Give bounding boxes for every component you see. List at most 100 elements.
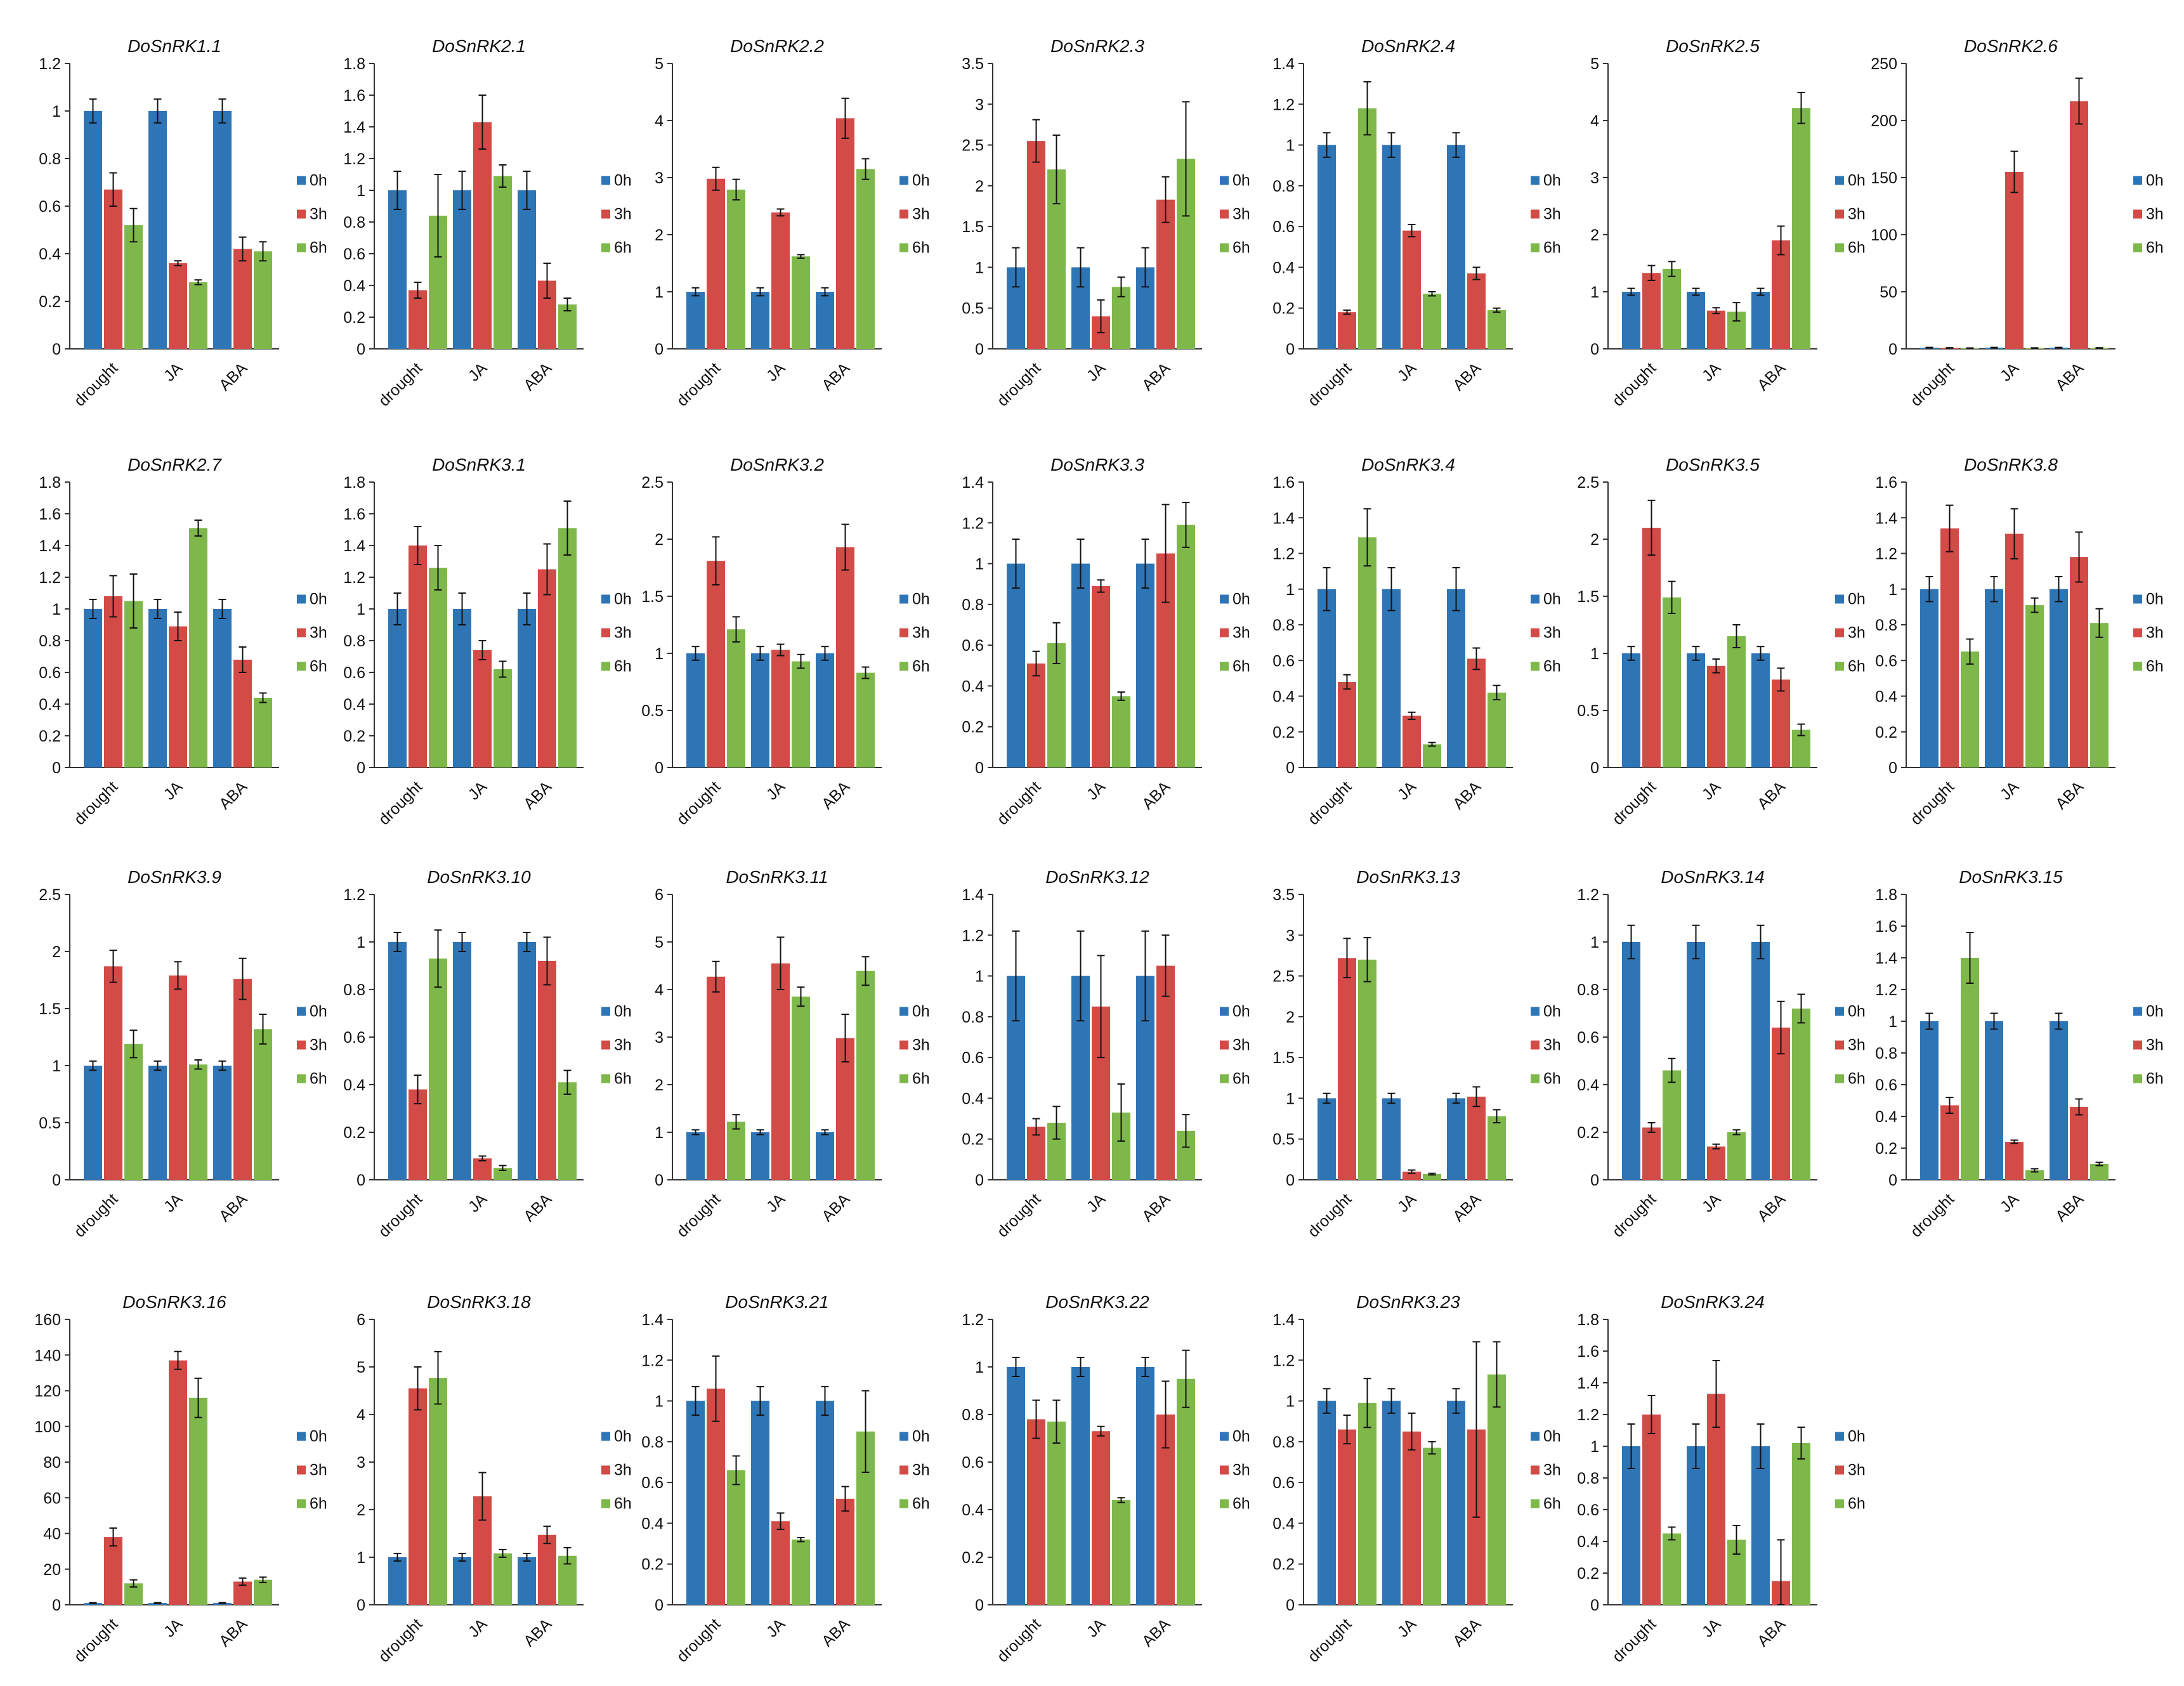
y-tick-label: 0: [1590, 1172, 1599, 1189]
category-label: ABA: [1449, 778, 1484, 813]
category-label: drought: [70, 359, 121, 410]
bar-6h-drought: [1663, 269, 1681, 349]
bar-6h-aba: [856, 970, 875, 1180]
bar-3h-drought: [104, 966, 122, 1180]
legend-swatch-3h: [1531, 209, 1540, 219]
bar-0h-drought: [84, 1066, 102, 1180]
category-label: JA: [1083, 778, 1109, 804]
legend-swatch-3h: [1835, 1465, 1844, 1475]
y-tick-label: 0.8: [962, 1009, 984, 1026]
legend-label: 0h: [912, 1428, 930, 1446]
y-tick-label: 0.8: [1272, 617, 1295, 634]
y-tick-label: 50: [1880, 284, 1897, 301]
bar-6h-drought: [727, 629, 745, 768]
y-tick-label: 0: [655, 341, 664, 358]
bar-3h-drought: [1027, 1127, 1045, 1180]
legend-label: 6h: [1848, 1495, 1866, 1513]
y-tick-label: 1: [1590, 1438, 1599, 1456]
y-tick-label: 0.4: [343, 1076, 365, 1094]
y-tick-label: 3.5: [962, 55, 984, 73]
y-tick-label: 0.5: [1577, 702, 1599, 720]
legend-swatch-3h: [1835, 209, 1844, 219]
category-label: drought: [1609, 359, 1659, 410]
y-tick-label: 0: [52, 341, 61, 358]
legend-label: 3h: [1233, 1036, 1250, 1054]
chart-title: DoSnRK2.2: [730, 36, 824, 56]
category-label: ABA: [818, 1615, 853, 1650]
bar-3h-aba: [2070, 101, 2088, 349]
y-tick-label: 0.2: [1272, 300, 1295, 318]
bar-3h-ja: [1707, 1146, 1725, 1180]
legend-swatch-0h: [1531, 594, 1540, 604]
bar-3h-drought: [707, 561, 725, 768]
category-label: ABA: [1754, 1615, 1789, 1650]
y-tick-label: 1.4: [343, 119, 365, 136]
bar-6h-aba: [558, 1082, 577, 1180]
legend-label: 3h: [912, 1461, 930, 1479]
legend-label: 0h: [310, 591, 327, 608]
y-tick-label: 0.4: [39, 696, 61, 714]
legend-swatch-0h: [2133, 176, 2142, 185]
bar-0h-ja: [1985, 589, 2003, 768]
category-label: drought: [1304, 359, 1355, 410]
bar-3h-aba: [1772, 679, 1790, 768]
y-tick-label: 1.4: [962, 474, 984, 492]
legend-swatch-0h: [297, 1007, 306, 1016]
legend-label: 3h: [1543, 1036, 1561, 1054]
y-tick-label: 1.4: [39, 537, 61, 555]
y-tick-label: 20: [43, 1561, 61, 1579]
category-label: drought: [1609, 1615, 1659, 1666]
bar-6h-ja: [494, 1553, 512, 1605]
y-tick-label: 1: [1286, 1090, 1295, 1108]
bar-6h-ja: [494, 176, 512, 349]
legend-label: 3h: [912, 206, 930, 223]
y-tick-label: 0.2: [1875, 1140, 1897, 1158]
legend-label: 0h: [1543, 172, 1561, 190]
bar-6h-drought: [727, 1121, 745, 1180]
legend-swatch-6h: [1835, 1499, 1844, 1508]
bar-0h-aba: [518, 190, 536, 349]
y-tick-label: 0.6: [343, 664, 365, 682]
y-tick-label: 0.4: [1272, 259, 1295, 277]
legend-swatch-6h: [297, 1074, 306, 1083]
bar-6h-drought: [429, 568, 447, 768]
chart-title: DoSnRK2.5: [1666, 36, 1760, 56]
bar-6h-aba: [1488, 1116, 1506, 1180]
bar-0h-aba: [1447, 1401, 1465, 1605]
bar-0h-aba: [213, 609, 232, 768]
bar-0h-drought: [686, 292, 705, 349]
y-tick-label: 0.6: [962, 1454, 984, 1472]
bar-0h-drought: [388, 942, 407, 1180]
category-label: JA: [465, 1615, 491, 1641]
y-tick-label: 0: [356, 1597, 365, 1614]
y-tick-label: 150: [1871, 169, 1897, 187]
category-label: ABA: [1449, 1615, 1484, 1650]
y-tick-label: 1.2: [1272, 1352, 1295, 1369]
chart-panel-dosnrk2-5: DoSnRK2.5 0 1 2 3 4 5 drought JA ABA 0h 3h 6h: [1590, 36, 1866, 410]
legend-label: 6h: [1233, 658, 1250, 676]
legend-label: 0h: [1848, 1428, 1866, 1446]
legend-swatch-6h: [601, 243, 610, 252]
y-tick-label: 0.8: [39, 150, 61, 168]
bar-0h-drought: [1920, 589, 1939, 768]
y-tick-label: 5: [1590, 55, 1599, 73]
legend-label: 6h: [1543, 1495, 1561, 1513]
bar-6h-aba: [1792, 1443, 1810, 1605]
bar-6h-ja: [792, 661, 810, 768]
y-tick-label: 0: [975, 341, 984, 358]
legend-swatch-6h: [601, 1074, 610, 1083]
legend-label: 3h: [1233, 1461, 1250, 1479]
bar-0h-aba: [1447, 1098, 1465, 1180]
category-label: drought: [1609, 778, 1659, 828]
legend-label: 0h: [912, 1003, 930, 1021]
bar-0h-aba: [213, 1066, 232, 1180]
chart-panel-dosnrk3-1: DoSnRK3.1 0 0.2 0.4 0.6 0.8 1 1.2 1.4 1.6 1.8 droug…: [343, 455, 632, 828]
bar-6h-aba: [2090, 1164, 2109, 1180]
y-tick-label: 1: [1590, 284, 1599, 301]
category-label: ABA: [520, 359, 555, 394]
legend-label: 0h: [614, 1428, 632, 1446]
bar-0h-ja: [751, 653, 769, 768]
legend-label: 0h: [310, 172, 327, 190]
y-tick-label: 1: [1286, 137, 1295, 155]
y-tick-label: 1: [1286, 1393, 1295, 1411]
